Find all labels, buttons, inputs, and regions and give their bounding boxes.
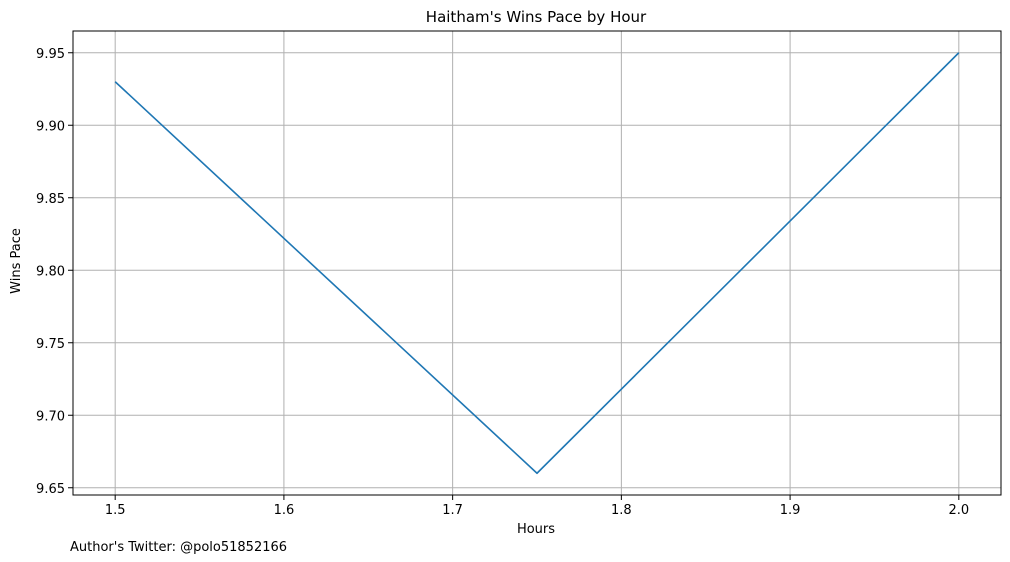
grid <box>73 31 1001 495</box>
x-axis-label: Hours <box>517 522 555 537</box>
y-tick-label: 9.85 <box>36 192 65 207</box>
y-tick-label: 9.95 <box>36 47 65 62</box>
series-line <box>114 52 960 475</box>
x-axis: 1.5 1.6 1.7 1.8 1.9 2.0 <box>105 495 969 518</box>
x-tick-label: 2.0 <box>948 503 969 518</box>
y-axis-label: Wins Pace <box>9 228 24 294</box>
y-axis: 9.65 9.70 9.75 9.80 9.85 9.90 9.95 <box>36 47 73 497</box>
x-tick-label: 1.7 <box>442 503 463 518</box>
x-tick-label: 1.8 <box>611 503 632 518</box>
y-tick-label: 9.80 <box>36 264 65 279</box>
x-tick-label: 1.6 <box>274 503 295 518</box>
author-credit: Author's Twitter: @polo51852166 <box>70 540 287 555</box>
x-tick-label: 1.5 <box>105 503 126 518</box>
y-tick-label: 9.70 <box>36 409 65 424</box>
y-tick-label: 9.75 <box>36 337 65 352</box>
y-tick-label: 9.65 <box>36 482 65 497</box>
plot-frame <box>72 30 1002 496</box>
x-tick-label: 1.9 <box>780 503 801 518</box>
y-tick-label: 9.90 <box>36 119 65 134</box>
series-layer <box>114 52 960 475</box>
chart-title: Haitham's Wins Pace by Hour <box>426 8 647 26</box>
